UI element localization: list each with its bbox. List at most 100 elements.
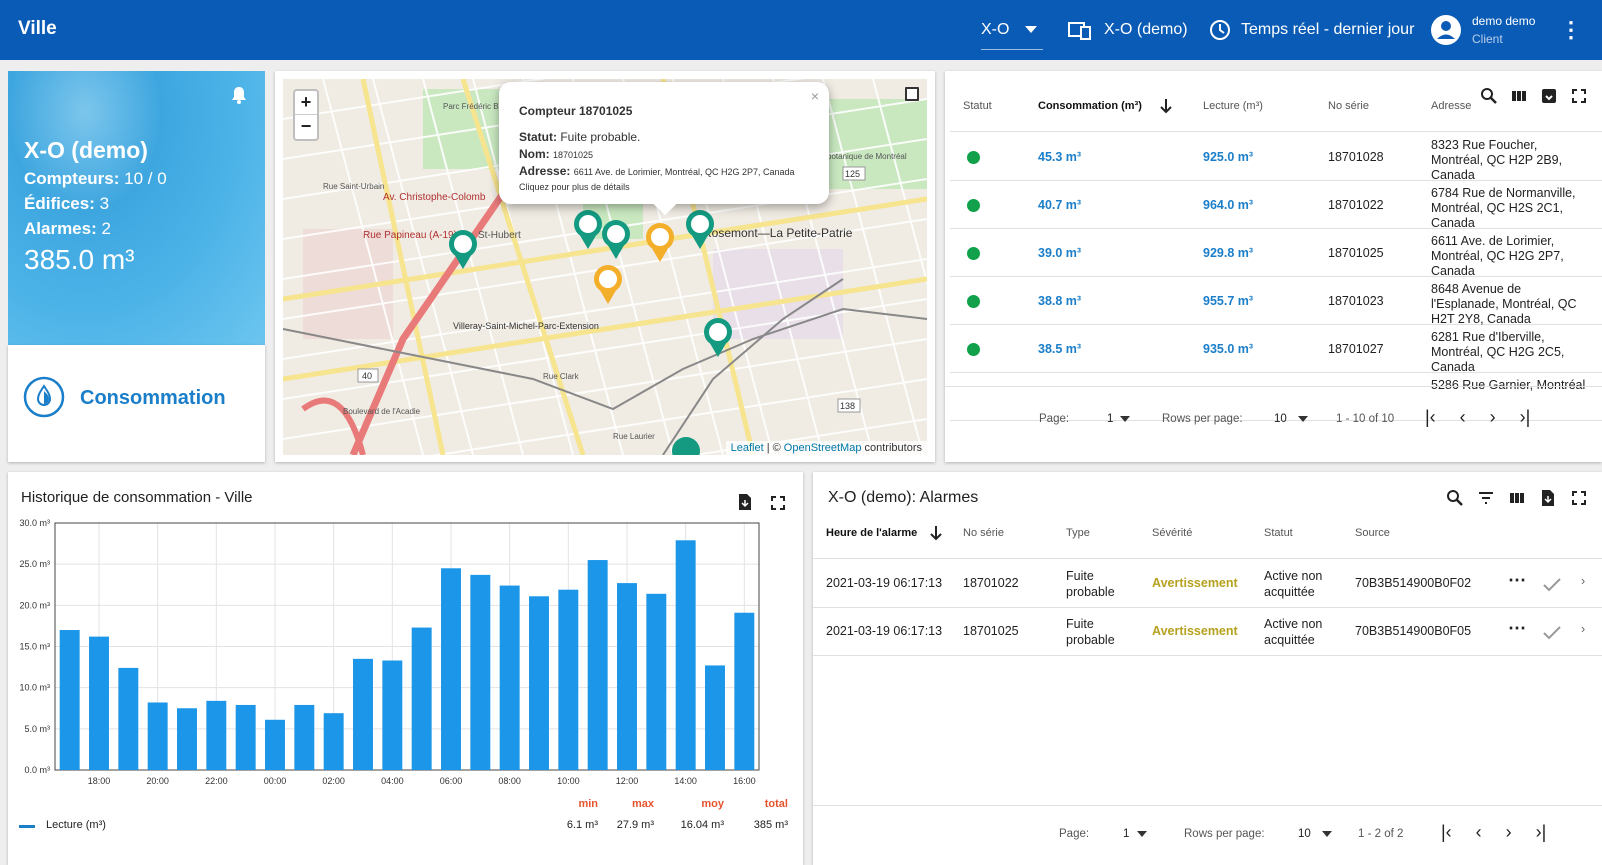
consumption-cell[interactable]: 45.3 m³ xyxy=(1038,150,1082,164)
legend-label[interactable]: Lecture (m³) xyxy=(46,819,106,831)
table-row[interactable]: 38.8 m³ 955.7 m³ 18701023 8648 Avenue de l'… xyxy=(950,277,1602,326)
export-icon[interactable] xyxy=(1539,489,1557,507)
archive-icon[interactable] xyxy=(1540,87,1558,105)
consumption-cell[interactable]: 40.7 m³ xyxy=(1038,198,1082,212)
reading-cell[interactable]: 955.7 m³ xyxy=(1203,294,1254,308)
page-select[interactable]: 1 xyxy=(1107,413,1114,425)
map-marker[interactable] xyxy=(704,318,732,357)
time-window-button[interactable]: Temps réel - dernier jour xyxy=(1209,0,1414,60)
bar[interactable] xyxy=(59,630,80,770)
fullscreen-icon[interactable] xyxy=(1570,87,1588,105)
bar[interactable] xyxy=(587,560,608,770)
bar[interactable] xyxy=(558,589,579,770)
fullscreen-icon[interactable] xyxy=(770,495,786,511)
col-header[interactable]: Sévérité xyxy=(1152,527,1193,539)
chevron-right-icon[interactable]: › xyxy=(1581,622,1586,636)
chevron-down-icon[interactable] xyxy=(1120,416,1130,422)
col-header[interactable]: Adresse xyxy=(1431,100,1472,112)
bar[interactable] xyxy=(646,593,667,770)
columns-icon[interactable] xyxy=(1510,87,1528,105)
arrow-down-icon[interactable] xyxy=(1159,98,1173,114)
bar[interactable] xyxy=(499,585,520,770)
zoom-in-button[interactable]: + xyxy=(295,91,317,115)
bar[interactable] xyxy=(147,702,168,770)
col-header[interactable]: Lecture (m³) xyxy=(1203,100,1263,112)
bar[interactable] xyxy=(675,540,696,770)
search-icon[interactable] xyxy=(1446,489,1464,507)
filter-icon[interactable] xyxy=(1477,489,1495,507)
next-page-icon[interactable]: › xyxy=(1489,407,1496,427)
chevron-down-icon[interactable] xyxy=(1298,416,1308,422)
col-header[interactable]: No série xyxy=(1328,100,1369,112)
more-horiz-icon[interactable]: ⋯ xyxy=(1508,570,1526,590)
zoom-out-button[interactable]: − xyxy=(300,116,312,136)
reading-cell[interactable]: 964.0 m³ xyxy=(1203,198,1254,212)
prev-page-icon[interactable]: ‹ xyxy=(1475,822,1482,842)
bar[interactable] xyxy=(323,713,344,770)
consumption-cell[interactable]: 38.5 m³ xyxy=(1038,342,1082,356)
reading-cell[interactable]: 929.8 m³ xyxy=(1203,246,1254,260)
bar[interactable] xyxy=(734,612,755,770)
bar[interactable] xyxy=(353,658,373,770)
bar[interactable] xyxy=(206,700,227,770)
table-row[interactable]: 2021-03-19 06:17:13 18701025 Fuite probabl… xyxy=(813,608,1602,656)
col-header-sorted[interactable]: Heure de l'alarme xyxy=(826,527,918,539)
next-page-icon[interactable]: › xyxy=(1505,822,1512,842)
consumption-link[interactable]: Consommation xyxy=(80,387,226,409)
page-select[interactable]: 1 xyxy=(1123,828,1130,840)
bell-icon[interactable] xyxy=(229,85,249,105)
col-header[interactable]: Statut xyxy=(1264,527,1293,539)
bar[interactable] xyxy=(89,636,109,770)
table-row[interactable]: 45.3 m³ 925.0 m³ 18701028 8323 Rue Foucher,… xyxy=(950,133,1602,182)
bar[interactable] xyxy=(470,574,491,770)
bar[interactable] xyxy=(705,665,725,770)
bar[interactable] xyxy=(529,596,549,770)
consumption-link-card[interactable]: Consommation xyxy=(8,345,265,462)
rows-per-page-select[interactable]: 10 xyxy=(1274,413,1287,425)
bar[interactable] xyxy=(411,627,432,770)
consumption-cell[interactable]: 38.8 m³ xyxy=(1038,294,1082,308)
bar[interactable] xyxy=(441,568,461,770)
reading-cell[interactable]: 935.0 m³ xyxy=(1203,342,1254,356)
col-header-sorted[interactable]: Consommation (m³) xyxy=(1038,100,1142,112)
bar[interactable] xyxy=(177,708,197,770)
table-row[interactable]: 40.7 m³ 964.0 m³ 18701022 6784 Rue de Norma… xyxy=(950,181,1602,230)
check-icon[interactable] xyxy=(1543,578,1561,592)
map-popup[interactable]: × Compteur 18701025 Statut: Fuite probab… xyxy=(499,82,829,216)
map-marker[interactable] xyxy=(686,210,714,249)
chevron-down-icon[interactable] xyxy=(1322,831,1332,837)
table-row[interactable]: 39.0 m³ 929.8 m³ 18701025 6611 Ave. de Lori… xyxy=(950,229,1602,278)
map-marker-warning[interactable] xyxy=(594,265,622,304)
check-icon[interactable] xyxy=(1543,626,1561,640)
last-page-icon[interactable]: ›| xyxy=(1519,407,1531,427)
more-vert-icon[interactable]: ⋮ xyxy=(1560,17,1582,42)
table-row[interactable]: 5286 Rue Garnier, Montréal xyxy=(950,373,1602,421)
osm-link[interactable]: OpenStreetMap xyxy=(783,442,862,454)
reading-cell[interactable]: 925.0 m³ xyxy=(1203,150,1254,164)
last-page-icon[interactable]: ›| xyxy=(1535,822,1547,842)
map[interactable]: Parc Frédéric Back - Complexe environnem… xyxy=(283,79,927,455)
bar[interactable] xyxy=(294,704,315,770)
consumption-cell[interactable]: 39.0 m³ xyxy=(1038,246,1082,260)
arrow-down-icon[interactable] xyxy=(929,525,943,541)
search-icon[interactable] xyxy=(1480,87,1498,105)
map-marker[interactable] xyxy=(602,220,630,259)
prev-page-icon[interactable]: ‹ xyxy=(1459,407,1466,427)
map-marker[interactable] xyxy=(574,210,602,249)
columns-icon[interactable] xyxy=(1508,489,1526,507)
fullscreen-icon[interactable] xyxy=(905,87,919,101)
more-horiz-icon[interactable]: ⋯ xyxy=(1508,618,1526,638)
fullscreen-icon[interactable] xyxy=(1570,489,1588,507)
table-row[interactable]: 38.5 m³ 935.0 m³ 18701027 6281 Rue d'Ibervi… xyxy=(950,325,1602,374)
device-button[interactable]: X-O (demo) xyxy=(1068,0,1188,60)
export-icon[interactable] xyxy=(737,493,753,511)
entity-select[interactable]: X-O xyxy=(981,10,1043,50)
close-icon[interactable]: × xyxy=(810,88,819,104)
map-marker-warning[interactable] xyxy=(646,223,674,262)
chevron-right-icon[interactable]: › xyxy=(1581,574,1586,588)
col-header[interactable]: No série xyxy=(963,527,1004,539)
bar[interactable] xyxy=(118,667,139,770)
table-row[interactable]: 2021-03-19 06:17:13 18701022 Fuite probabl… xyxy=(813,560,1602,608)
col-header[interactable]: Type xyxy=(1066,527,1090,539)
bar[interactable] xyxy=(265,719,285,770)
